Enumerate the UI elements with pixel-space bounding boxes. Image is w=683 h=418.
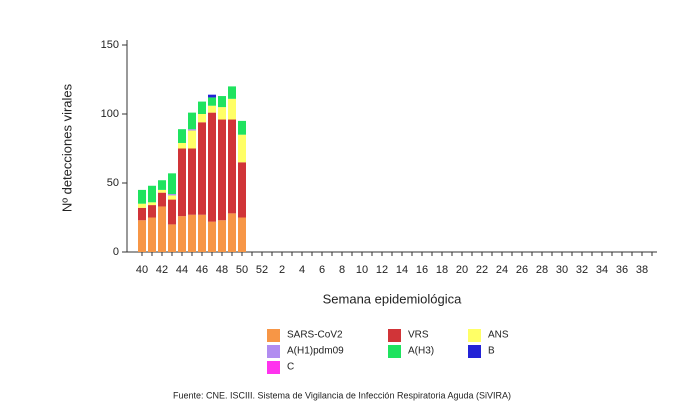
bar-segment xyxy=(168,224,176,252)
y-tick-label: 50 xyxy=(107,177,119,189)
bar-segment xyxy=(198,101,206,114)
x-tick-label: 48 xyxy=(216,264,228,276)
bar-segment xyxy=(158,180,166,190)
bar-segment xyxy=(138,203,146,208)
x-tick-label: 14 xyxy=(396,264,408,276)
bar-segment xyxy=(208,112,216,222)
bar-segment xyxy=(178,148,186,217)
bar-segment xyxy=(208,221,216,252)
bar-segment xyxy=(238,134,246,163)
x-tick-label: 40 xyxy=(136,264,148,276)
legend-label: ANS xyxy=(488,330,509,341)
bar-segment xyxy=(158,189,166,193)
bar-segment xyxy=(238,217,246,252)
bar-segment xyxy=(168,199,176,225)
bar-segment xyxy=(158,192,166,207)
x-tick-label: 36 xyxy=(616,264,628,276)
bar-segment xyxy=(148,185,156,203)
bar-segment xyxy=(158,206,166,252)
bar-segment xyxy=(228,86,236,99)
legend-swatch xyxy=(468,345,481,358)
bar-segment xyxy=(168,173,176,195)
source: Fuente: CNE. ISCIII. Sistema de Vigilanc… xyxy=(173,390,511,400)
bar-segment xyxy=(168,195,176,200)
x-tick-label: 34 xyxy=(596,264,608,276)
bar-segment xyxy=(238,162,246,218)
legend-label: VRS xyxy=(408,330,429,341)
bar-segment xyxy=(218,220,226,252)
legend-label: C xyxy=(287,362,294,373)
bar-segment xyxy=(188,112,196,130)
x-tick-label: 2 xyxy=(279,264,285,276)
x-tick-label: 20 xyxy=(456,264,468,276)
x-tick-label: 18 xyxy=(436,264,448,276)
x-tick-label: 10 xyxy=(356,264,368,276)
bar-segment xyxy=(168,194,176,196)
x-tick-label: 46 xyxy=(196,264,208,276)
bar-segment xyxy=(218,119,226,221)
legend-label: A(H1)pdm09 xyxy=(287,346,344,357)
bar-segment xyxy=(188,129,196,131)
bar-segment xyxy=(138,189,146,204)
x-tick-label: 26 xyxy=(516,264,528,276)
bar-segment xyxy=(238,120,246,135)
x-tick-label: 8 xyxy=(339,264,345,276)
bar-segment xyxy=(178,129,186,143)
x-tick-label: 52 xyxy=(256,264,268,276)
legend-label: SARS-CoV2 xyxy=(287,330,343,341)
bar-segment xyxy=(198,214,206,252)
bar-segment xyxy=(228,213,236,252)
bar-segment xyxy=(148,205,156,218)
legend-swatch xyxy=(388,329,401,342)
x-tick-label: 50 xyxy=(236,264,248,276)
x-tick-label: 12 xyxy=(376,264,388,276)
legend-swatch xyxy=(267,361,280,374)
x-tick-label: 32 xyxy=(576,264,588,276)
legend-swatch xyxy=(468,329,481,342)
y-axis-label: Nº detecciones virales xyxy=(59,83,74,212)
bar-segment xyxy=(148,217,156,252)
bar-segment xyxy=(188,130,196,149)
x-tick-label: 24 xyxy=(496,264,508,276)
bar-segment xyxy=(178,216,186,252)
legend-label: A(H3) xyxy=(408,346,434,357)
bar-segment xyxy=(188,214,196,252)
legend-swatch xyxy=(267,329,280,342)
bar-segment xyxy=(198,114,206,123)
legend-swatch xyxy=(388,345,401,358)
bar-segment xyxy=(228,98,236,120)
y-tick-label: 100 xyxy=(101,108,119,120)
x-tick-label: 6 xyxy=(319,264,325,276)
x-tick-label: 38 xyxy=(636,264,648,276)
y-tick-label: 150 xyxy=(101,39,119,51)
bar-segment xyxy=(208,105,216,113)
x-tick-label: 4 xyxy=(299,264,305,276)
legend-label: B xyxy=(488,346,495,357)
bar-segment xyxy=(218,96,226,108)
y-tick-label: 0 xyxy=(113,246,119,258)
bar-segment xyxy=(188,148,196,215)
bar-segment xyxy=(138,207,146,221)
x-axis-label: Semana epidemiológica xyxy=(323,291,463,306)
x-tick-label: 16 xyxy=(416,264,428,276)
bar-segment xyxy=(208,97,216,106)
x-tick-label: 28 xyxy=(536,264,548,276)
bar-segment xyxy=(218,107,226,120)
bar-segment xyxy=(228,119,236,214)
x-tick-label: 42 xyxy=(156,264,168,276)
x-tick-label: 22 xyxy=(476,264,488,276)
bar-segment xyxy=(208,94,216,98)
bar-segment xyxy=(178,142,186,149)
x-tick-label: 44 xyxy=(176,264,188,276)
bar-segment xyxy=(148,202,156,206)
legend-swatch xyxy=(267,345,280,358)
x-tick-label: 30 xyxy=(556,264,568,276)
bar-segment xyxy=(198,122,206,215)
bar-segment xyxy=(138,220,146,252)
